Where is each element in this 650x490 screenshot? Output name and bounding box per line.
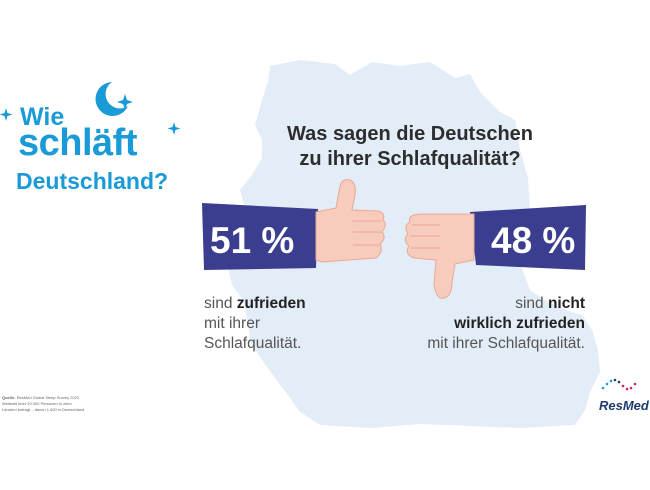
description-satisfied: sind zufrieden mit ihrer Schlafqualität. bbox=[204, 294, 306, 354]
value-label-satisfied: 51 % bbox=[210, 220, 295, 261]
logo-line-1: Wie bbox=[20, 103, 65, 131]
question-line-1: Was sagen die Deutschen bbox=[287, 123, 533, 145]
star-icon bbox=[0, 108, 13, 121]
source-line: ResMed Global Sleep Survey 2022 bbox=[16, 395, 80, 400]
description-line: wirklich zufrieden bbox=[385, 314, 585, 334]
source-note: Quelle: ResMed Global Sleep Survey 2022 … bbox=[2, 395, 152, 413]
description-bold: zufrieden bbox=[236, 295, 306, 312]
description-not-satisfied: sind nicht wirklich zufrieden mit ihrer … bbox=[385, 294, 585, 354]
source-label: Quelle: bbox=[2, 395, 16, 400]
description-line: mit ihrer bbox=[204, 315, 260, 332]
survey-question: Was sagen die Deutschen zu ihrer Schlafq… bbox=[245, 122, 575, 172]
thumbs-down-icon bbox=[404, 213, 475, 299]
logo-line-3: Deutschland? bbox=[16, 168, 169, 194]
star-icon bbox=[167, 122, 181, 135]
resmed-logo-text: ResMed bbox=[599, 398, 649, 413]
description-bold: nicht bbox=[547, 295, 585, 312]
bar-not-satisfied bbox=[470, 205, 586, 270]
star-icon bbox=[117, 94, 133, 110]
source-line: Weltweit über 20.000 Personen in zehn bbox=[2, 401, 72, 406]
logo-decoration bbox=[0, 82, 181, 135]
description-bold: wirklich zufrieden bbox=[454, 315, 585, 332]
description-line: Schlafqualität. bbox=[204, 335, 302, 352]
logo-line-2: schläft bbox=[18, 122, 137, 164]
bar-satisfied bbox=[202, 203, 318, 270]
description-line: sind zufrieden bbox=[204, 295, 306, 312]
source-line: Ländern befragt – davon 1.000 in Deutsch… bbox=[2, 407, 86, 412]
value-label-not-satisfied: 48 % bbox=[491, 220, 576, 261]
description-line: mit ihrer Schlafqualität. bbox=[427, 335, 585, 352]
moon-icon bbox=[95, 82, 128, 116]
description-line: sind nicht bbox=[515, 295, 585, 312]
thumbs-up-icon bbox=[315, 179, 386, 263]
question-line-2: zu ihrer Schlafqualität? bbox=[299, 148, 521, 170]
resmed-logo-icon bbox=[601, 378, 637, 391]
